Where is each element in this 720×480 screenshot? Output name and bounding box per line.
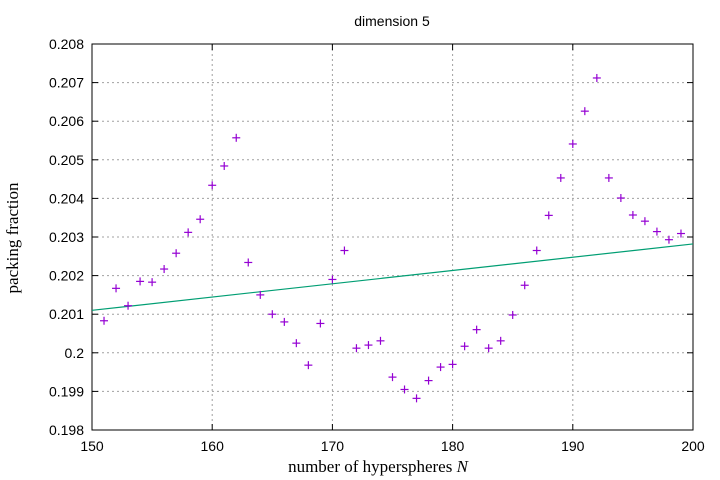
data-point <box>364 341 373 350</box>
data-point <box>268 310 277 319</box>
x-tick-label: 200 <box>681 438 705 454</box>
data-point <box>184 228 193 237</box>
data-point <box>532 246 541 255</box>
y-tick-label: 0.204 <box>49 190 84 206</box>
data-point <box>220 161 229 170</box>
data-point <box>376 336 385 345</box>
chart-title: dimension 5 <box>354 13 430 29</box>
y-tick-label: 0.202 <box>49 268 84 284</box>
data-point <box>424 376 433 385</box>
data-point <box>232 133 241 142</box>
y-axis-label: packing fraction <box>3 182 22 293</box>
data-point <box>316 319 325 328</box>
y-tick-label: 0.206 <box>49 113 84 129</box>
data-point <box>112 284 121 293</box>
y-tick-label: 0.208 <box>49 36 84 52</box>
data-point <box>352 344 361 353</box>
y-tick-label: 0.207 <box>49 75 84 91</box>
data-point <box>676 229 685 238</box>
data-point <box>472 325 481 334</box>
data-point <box>304 361 313 370</box>
x-axis-label-text: number of hyperspheres <box>288 457 452 476</box>
data-point <box>448 360 457 369</box>
x-tick-label: 190 <box>561 438 585 454</box>
data-point <box>664 235 673 244</box>
data-point <box>196 215 205 224</box>
data-point <box>256 290 265 299</box>
data-point <box>160 265 169 274</box>
data-point <box>172 249 181 258</box>
data-point <box>244 258 253 267</box>
x-tick-label: 170 <box>321 438 345 454</box>
data-point <box>340 246 349 255</box>
data-point <box>328 275 337 284</box>
grid-lines <box>92 44 693 430</box>
x-tick-label: 150 <box>80 438 104 454</box>
data-points <box>100 73 685 403</box>
ticks <box>91 43 694 431</box>
data-point <box>208 181 217 190</box>
data-point <box>388 373 397 382</box>
x-axis-label-var: N <box>456 457 470 476</box>
data-point <box>136 277 145 286</box>
data-point <box>400 385 409 394</box>
fit-line <box>91 243 694 311</box>
data-point <box>100 316 109 325</box>
data-point <box>640 217 649 226</box>
data-point <box>124 301 133 310</box>
data-point <box>604 173 613 182</box>
y-tick-label: 0.2 <box>65 345 85 361</box>
data-point <box>460 342 469 351</box>
data-point <box>652 227 661 236</box>
data-point <box>544 211 553 220</box>
y-tick-label: 0.199 <box>49 383 84 399</box>
data-point <box>148 278 157 287</box>
data-point <box>592 73 601 82</box>
y-tick-label: 0.198 <box>49 422 84 438</box>
data-point <box>496 336 505 345</box>
data-point <box>556 173 565 182</box>
fit-line-layer <box>91 243 694 311</box>
data-point <box>484 344 493 353</box>
data-point <box>412 394 421 403</box>
data-point <box>616 194 625 203</box>
data-point <box>436 363 445 372</box>
x-axis-label: number of hyperspheres N <box>288 457 470 476</box>
data-point <box>508 310 517 319</box>
data-point <box>568 139 577 148</box>
y-tick-label: 0.201 <box>49 306 84 322</box>
data-point <box>292 339 301 348</box>
data-point <box>580 107 589 116</box>
data-point <box>520 281 529 290</box>
x-tick-label: 180 <box>441 438 465 454</box>
data-point <box>280 317 289 326</box>
x-tick-label: 160 <box>201 438 225 454</box>
y-tick-label: 0.205 <box>49 152 84 168</box>
data-point <box>628 210 637 219</box>
y-tick-label: 0.203 <box>49 229 84 245</box>
